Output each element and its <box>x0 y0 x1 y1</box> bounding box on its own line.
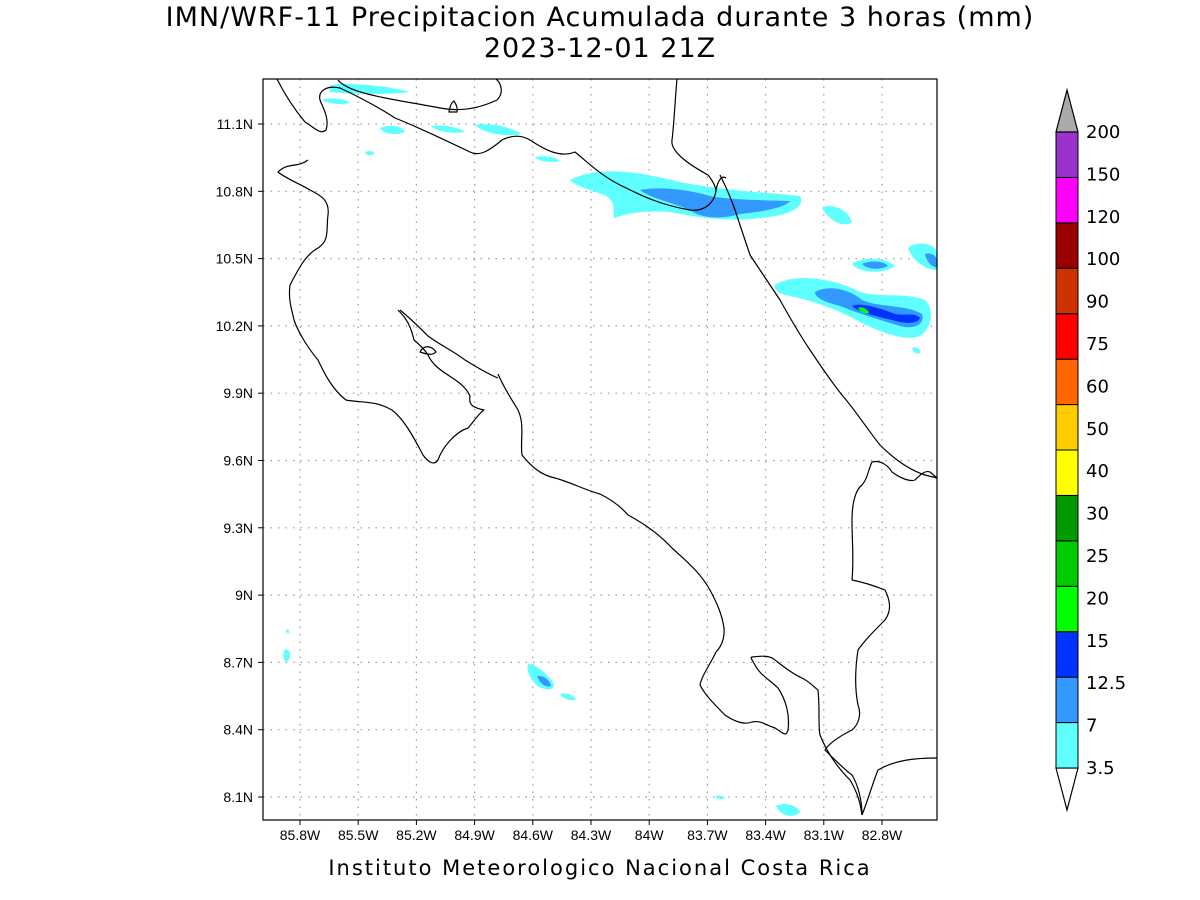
rain-area-cyan <box>430 125 465 133</box>
colorbar-label: 12.5 <box>1086 673 1126 694</box>
lat-tick-label: 9.3N <box>223 520 253 536</box>
lon-tick-label: 83.7W <box>687 827 728 843</box>
map-frame <box>262 78 938 821</box>
lat-tick-label: 8.1N <box>223 789 253 805</box>
lat-tick-label: 10.8N <box>216 183 253 199</box>
colorbar-label: 60 <box>1086 376 1109 397</box>
small-island <box>448 100 458 113</box>
central-pacific-coast <box>497 373 863 816</box>
lon-tick-label: 85.2W <box>396 827 437 843</box>
colorbar-segment <box>1055 176 1079 224</box>
colorbar-segment <box>1055 313 1079 360</box>
colorbar-label: 7 <box>1086 716 1097 737</box>
colorbar-label: 200 <box>1086 122 1120 143</box>
rain-area-green <box>858 307 869 314</box>
lon-tick-label: 84.3W <box>571 827 612 843</box>
colorbar-segment <box>1055 358 1079 406</box>
lon-tick-label: 83.4W <box>745 827 786 843</box>
colorbar-segment <box>1055 131 1079 178</box>
colorbar-label: 15 <box>1086 631 1109 652</box>
panama-border-south <box>824 579 891 816</box>
colorbar-segment <box>1055 222 1079 269</box>
rain-area-cyan <box>322 98 350 104</box>
rain-area-blue <box>925 253 937 268</box>
rain-area-cyan <box>283 649 291 662</box>
precipitation-colorbar: 3.5 7 12.5 15 20 25 30 40 50 60 75 90 100 120 150 200 <box>1055 87 1126 813</box>
rain-area-dark-blue <box>852 304 920 323</box>
lon-tick-label: 84.9W <box>454 827 495 843</box>
panama-border <box>851 460 938 581</box>
colorbar-segment <box>1055 449 1079 496</box>
rain-area-cyan <box>535 156 560 162</box>
lat-tick-label: 10.5N <box>216 251 253 267</box>
lon-tick-label: 85.5W <box>338 827 379 843</box>
lon-tick-label: 82.8W <box>862 827 903 843</box>
map-date: 2023-12-01 21Z <box>483 33 717 64</box>
rain-area-cyan <box>912 347 921 354</box>
longitude-axis: 85.8W 85.5W 85.2W 84.9W 84.6W 84.3W 84W 83.7W 83… <box>280 820 903 843</box>
colorbar-label: 75 <box>1086 334 1109 355</box>
lon-tick-label: 84.6W <box>513 827 554 843</box>
lon-tick-label: 84W <box>635 827 665 843</box>
panama-south-coast <box>861 757 938 816</box>
pacific-coast-guanacaste <box>277 159 485 464</box>
rain-area-cyan <box>380 125 405 135</box>
nicaragua-coast <box>276 78 727 211</box>
footer-credit: Instituto Meteorologico Nacional Costa R… <box>328 856 872 880</box>
gulf-of-nicoya-coast <box>399 309 499 379</box>
colorbar-label: 50 <box>1086 419 1109 440</box>
colorbar-segment <box>1055 676 1079 724</box>
latitude-axis: 11.1N 10.8N 10.5N 10.2N 9.9N 9.6N 9.3N 9N 8.7N 8.… <box>216 116 263 805</box>
lat-tick-label: 8.4N <box>223 722 253 738</box>
map-title: IMN/WRF-11 Precipitacion Acumulada duran… <box>165 2 1035 33</box>
rain-area-blue <box>537 675 551 687</box>
colorbar-max-arrow <box>1055 87 1079 133</box>
rain-area-cyan <box>365 150 375 156</box>
rain-area-cyan <box>822 205 852 225</box>
colorbar-segment <box>1055 494 1079 542</box>
lon-tick-label: 85.8W <box>280 827 321 843</box>
lat-tick-label: 10.2N <box>216 318 253 334</box>
lake-nicaragua-shore <box>337 78 502 111</box>
colorbar-label: 3.5 <box>1086 758 1115 779</box>
panama-caribbean-coast <box>719 174 938 479</box>
rain-area-cyan <box>475 124 522 136</box>
lat-tick-label: 9.9N <box>223 385 253 401</box>
colorbar-label: 20 <box>1086 588 1109 609</box>
coastlines <box>276 78 938 816</box>
colorbar-label: 25 <box>1086 546 1109 567</box>
precipitation-areas <box>283 83 937 816</box>
colorbar-segment <box>1055 722 1079 769</box>
rain-area-cyan <box>286 629 290 634</box>
rain-area-blue <box>862 261 888 269</box>
colorbar-label: 100 <box>1086 249 1120 270</box>
nicoya-island <box>419 346 437 355</box>
colorbar-segment <box>1055 585 1079 633</box>
nicaragua-caribbean-coast <box>671 78 717 193</box>
colorbar-label: 40 <box>1086 461 1109 482</box>
rain-area-cyan <box>715 795 725 800</box>
lon-tick-label: 83.1W <box>804 827 845 843</box>
rain-area-cyan <box>560 693 576 701</box>
colorbar-segment <box>1055 631 1079 678</box>
colorbar-label: 30 <box>1086 504 1109 525</box>
colorbar-min-arrow <box>1055 767 1079 813</box>
lat-tick-label: 8.7N <box>223 654 253 670</box>
colorbar-label: 120 <box>1086 207 1120 228</box>
lat-tick-label: 9N <box>235 587 253 603</box>
colorbar-segment <box>1055 404 1079 451</box>
colorbar-label: 90 <box>1086 292 1109 313</box>
colorbar-label: 150 <box>1086 164 1120 185</box>
rain-area-blue <box>640 188 790 218</box>
lat-tick-label: 11.1N <box>217 116 253 132</box>
rain-area-cyan <box>776 804 800 816</box>
lat-tick-label: 9.6N <box>223 453 253 469</box>
colorbar-segment <box>1055 267 1079 315</box>
rain-area-cyan <box>330 83 410 94</box>
colorbar-segment <box>1055 540 1079 587</box>
